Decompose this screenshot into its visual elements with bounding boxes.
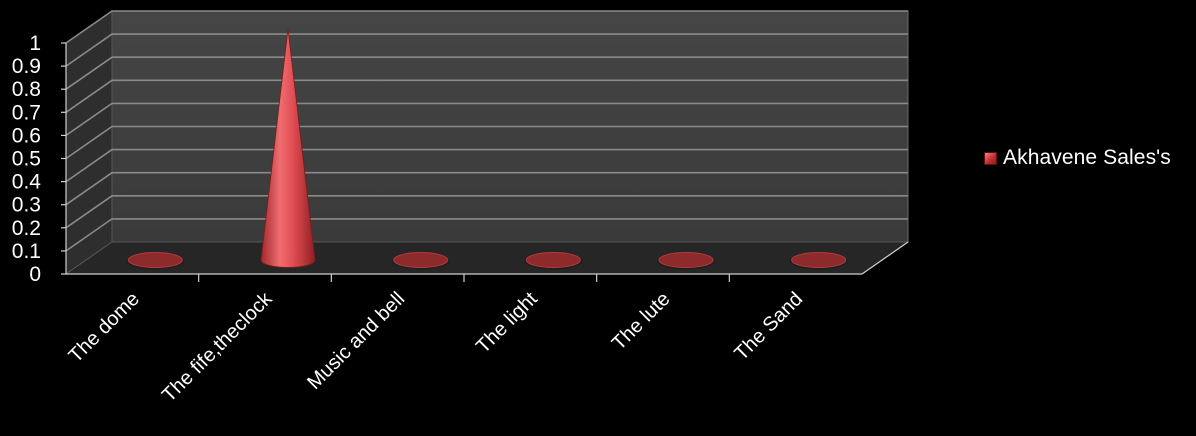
cone-bar [260,28,316,268]
y-tick-label: 0.2 [12,217,41,240]
gridline [65,33,908,67]
x-tick-label: The lute [608,288,675,355]
chart-floor [64,241,910,275]
y-tick-label: 1 [29,32,41,55]
y-tick-label: 0.8 [12,78,41,101]
x-tick-label: The Sand [730,288,807,365]
gridline [65,171,908,206]
y-tick-label: 0.7 [12,101,41,124]
legend: Akhavene Sales's [984,146,1171,170]
cone-base-zero [658,252,714,268]
legend-label: Akhavene Sales's [1003,146,1171,169]
floor-edge [861,241,909,275]
cone-base-zero [393,252,449,268]
gridline [65,102,908,137]
x-tick-label: The dome [65,288,144,367]
y-tick-label: 0.4 [12,171,42,194]
x-tick-label: Music and bell [303,288,409,394]
y-tick-label: 0 [29,263,41,286]
y-tick-label: 0.6 [12,124,41,147]
gridline [65,56,908,90]
x-tick-label: The light [472,288,542,358]
y-tick-label: 0.3 [12,194,41,217]
cone-base-zero [525,252,581,268]
cone-base-zero [127,252,183,268]
x-tick-label: The fife,theclock [158,287,277,406]
gridline [65,10,908,44]
y-tick-label: 0.5 [12,148,41,171]
gridline [65,195,908,229]
y-tick-label: 0.1 [12,240,41,263]
gridline [65,218,908,252]
gridline [65,148,908,183]
gridline [65,125,908,160]
cone-base-zero [791,252,847,268]
y-tick-label: 0.9 [12,55,41,78]
legend-swatch [984,151,997,165]
gridline [65,79,908,113]
